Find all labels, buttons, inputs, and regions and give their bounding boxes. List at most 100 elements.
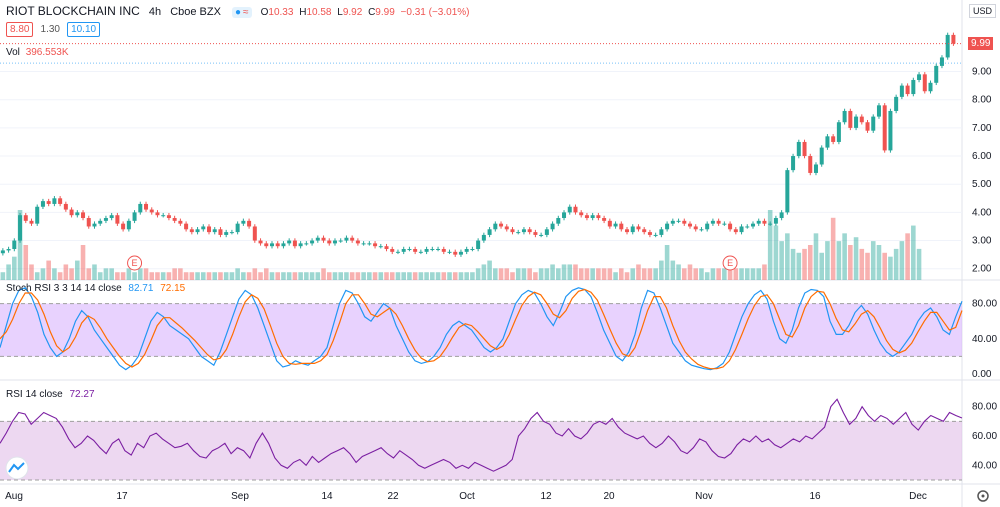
candle	[636, 224, 641, 232]
rsi-value: 72.27	[69, 389, 95, 400]
candle	[802, 139, 807, 159]
volume-bar	[767, 210, 773, 280]
candle-body	[699, 229, 704, 231]
settings-gear-icon[interactable]	[977, 490, 989, 502]
candle	[229, 229, 234, 235]
candle	[619, 221, 624, 232]
volume-bar	[389, 272, 395, 280]
candle-body	[928, 82, 933, 92]
candle	[504, 224, 509, 232]
candle	[773, 215, 778, 226]
price-tick-label: 5.00	[972, 179, 992, 190]
candle	[0, 248, 5, 256]
volume-bar	[326, 272, 332, 280]
volume-bar	[46, 260, 51, 280]
candle-body	[195, 229, 200, 233]
volume-bar	[195, 272, 200, 280]
candle	[848, 108, 853, 131]
volume-bar	[355, 272, 361, 280]
candle	[132, 210, 137, 224]
candle	[315, 235, 320, 243]
volume-bar	[57, 272, 63, 280]
candle-body	[527, 229, 532, 233]
volume-bar	[848, 245, 853, 280]
candle	[596, 212, 601, 221]
candle	[453, 249, 458, 257]
stoch-rsi-legend[interactable]: Stoch RSI 3 3 14 14 close 82.71 72.15	[6, 283, 186, 294]
volume-bar	[653, 268, 658, 280]
symbol-title[interactable]: RIOT BLOCKCHAIN INC	[6, 4, 140, 18]
volume-bar	[17, 210, 23, 280]
volume-bar	[252, 268, 258, 280]
rsi-legend[interactable]: RSI 14 close 72.27	[6, 389, 95, 400]
candle	[825, 134, 830, 150]
buy-button[interactable]: 10.10	[67, 22, 101, 37]
candle	[327, 238, 332, 246]
candle-body	[722, 223, 727, 225]
candle	[281, 241, 286, 249]
candle-body	[464, 249, 469, 252]
candle-body	[504, 226, 509, 230]
candle-body	[378, 246, 383, 248]
volume-bar	[378, 272, 384, 280]
candle-body	[373, 243, 378, 247]
candle-body	[453, 251, 458, 255]
volume-bar	[578, 268, 584, 280]
volume-bar	[670, 260, 676, 280]
volume-legend[interactable]: Vol 396.553K	[6, 47, 69, 58]
volume-bar	[143, 268, 149, 280]
candle	[390, 246, 395, 255]
volume-bar	[349, 272, 355, 280]
sell-button[interactable]: 8.80	[6, 22, 34, 37]
candle-body	[802, 141, 807, 157]
candle-body	[842, 110, 847, 123]
candle-body	[92, 223, 97, 227]
candle-body	[728, 223, 733, 230]
volume-bar	[80, 245, 86, 280]
candle	[98, 218, 103, 226]
earnings-marker: E	[722, 255, 738, 271]
candle-body	[567, 206, 572, 213]
volume-bar	[699, 268, 704, 280]
candle-body	[86, 218, 91, 227]
volume-bar	[281, 272, 286, 280]
volume-bar	[441, 272, 447, 280]
volume-bar	[412, 272, 418, 280]
volume-bar	[607, 268, 613, 280]
candle	[951, 32, 956, 46]
candle	[46, 198, 51, 207]
candle-body	[430, 249, 435, 251]
candle-body	[550, 223, 555, 230]
candle	[945, 32, 950, 60]
candle-body	[951, 34, 956, 44]
candle-body	[321, 237, 326, 241]
candle	[499, 221, 504, 229]
volume-bar	[430, 272, 435, 280]
volume-bar	[727, 268, 733, 280]
candle-body	[539, 234, 544, 236]
candle	[750, 221, 755, 229]
interval-label[interactable]: 4h	[148, 6, 162, 18]
volume-bar	[126, 268, 132, 280]
rsi-band	[0, 421, 962, 480]
candle-body	[733, 229, 738, 233]
candle	[899, 83, 904, 100]
candle-body	[899, 85, 904, 97]
candle-body	[390, 249, 395, 252]
candle-body	[395, 251, 400, 253]
candle	[103, 215, 108, 224]
candle-body	[882, 105, 887, 151]
candle-body	[178, 220, 183, 224]
candle	[75, 210, 80, 218]
candle	[544, 227, 549, 238]
volume-bar	[842, 233, 847, 280]
candle	[791, 153, 796, 173]
candle-body	[590, 215, 595, 219]
currency-label[interactable]: USD	[968, 4, 996, 18]
candle-body	[207, 226, 212, 233]
chart-mode-toggle[interactable]: ● ≈	[232, 7, 252, 18]
volume-bar	[367, 272, 372, 280]
x-tick-label: Aug	[5, 491, 23, 502]
volume-bar	[315, 272, 321, 280]
